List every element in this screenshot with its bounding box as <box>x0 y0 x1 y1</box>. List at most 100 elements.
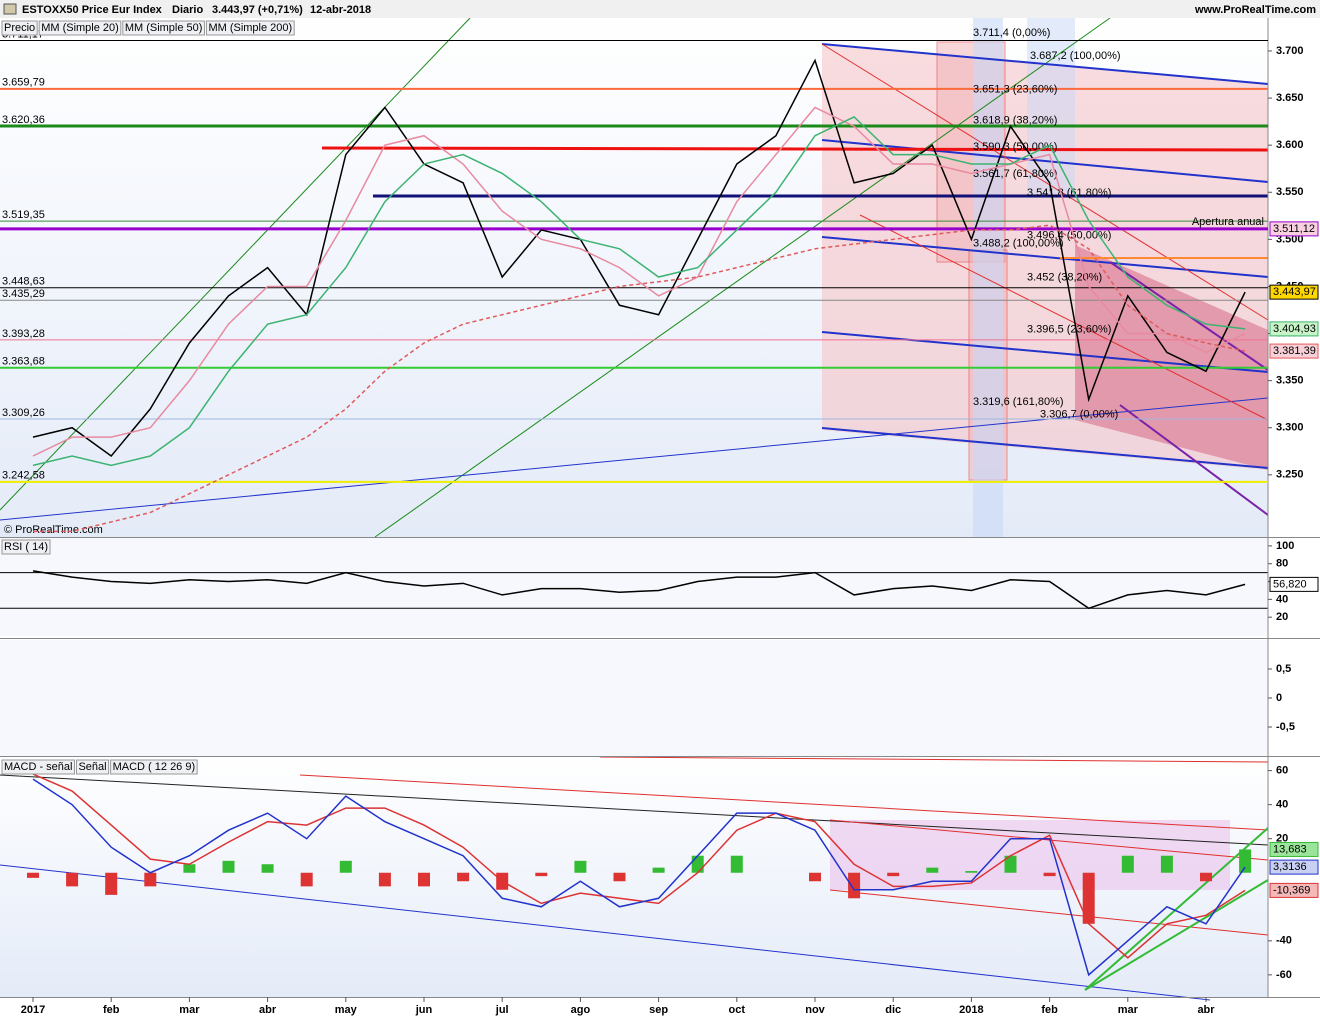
histogram-bar <box>1082 872 1095 924</box>
channel-line <box>821 43 1269 85</box>
level-label: 3.242,58 <box>2 470 45 482</box>
histogram-bar <box>144 872 157 887</box>
x-tick-label: may <box>335 1004 358 1016</box>
value-box <box>1269 221 1319 237</box>
histogram-bar <box>887 872 900 877</box>
period: Diario <box>172 4 203 16</box>
x-tick-label: feb <box>103 1004 120 1016</box>
series-line <box>32 106 1246 457</box>
trend-line <box>829 819 1269 861</box>
x-tick-label: nov <box>805 1004 825 1016</box>
header-bar <box>0 0 1320 18</box>
channel-line <box>821 427 1269 469</box>
value-label: 3.443,97 <box>1273 286 1316 298</box>
trend-line <box>1084 827 1269 991</box>
level-label: 3.309,26 <box>2 407 45 419</box>
histogram-bar <box>222 860 235 873</box>
channel-line <box>821 43 1269 321</box>
y-tick-label: -40 <box>1276 935 1292 947</box>
level-label: 3.620,36 <box>2 114 45 126</box>
series-line <box>33 224 1246 533</box>
value-label: 3.511,12 <box>1273 223 1315 235</box>
fib-label: 3.319,6 (161,80%) <box>973 396 1064 408</box>
x-tick-label: mar <box>179 1004 200 1016</box>
legend-entry: Señal <box>78 761 106 773</box>
fib-label: 3.687,2 (100,00%) <box>1030 50 1121 62</box>
fib-label: 3.452 (38,20%) <box>1027 271 1102 283</box>
y-tick-label: 3.550 <box>1276 186 1304 198</box>
value-label: 3.404,93 <box>1273 323 1316 335</box>
histogram-bar <box>261 864 274 873</box>
histogram-bar <box>691 855 704 873</box>
y-tick-label: 100 <box>1276 540 1294 552</box>
histogram-bar <box>965 871 978 873</box>
trend-line <box>374 17 1111 538</box>
y-tick-label: 3.300 <box>1276 422 1304 434</box>
y-tick-label: 60 <box>1276 765 1288 777</box>
fib-label: 3.590,3 (50,00%) <box>973 141 1057 153</box>
trend-line <box>0 864 1211 1001</box>
trend-line <box>0 774 1269 846</box>
y-tick-label: 20 <box>1276 611 1288 623</box>
trend-line <box>0 397 1269 521</box>
window-icon <box>3 3 17 15</box>
level-label: 3.448,63 <box>2 276 45 288</box>
fib-label: 3.541,8 (61,80%) <box>1027 187 1111 199</box>
histogram-bar <box>613 872 626 882</box>
histogram-bar <box>1121 855 1134 873</box>
legend-box <box>110 759 198 775</box>
histogram-bar <box>730 855 743 873</box>
legend-entry: RSI ( 14) <box>4 541 48 553</box>
channel-line <box>821 236 1269 278</box>
value-box <box>1269 576 1319 592</box>
level-label: 3.393,28 <box>2 328 45 340</box>
y-tick-label: -60 <box>1276 969 1292 981</box>
x-tick-label: jul <box>495 1004 509 1016</box>
histogram-bar <box>183 864 196 873</box>
histogram-bar <box>339 860 352 873</box>
channel-fill <box>1075 245 1268 470</box>
x-tick-label: jun <box>415 1004 433 1016</box>
y-tick-label: -0,5 <box>1276 721 1295 733</box>
legend-box <box>205 20 295 36</box>
legend-box <box>38 20 122 36</box>
histogram-bar <box>300 872 313 887</box>
histogram-bar <box>105 872 118 895</box>
histogram-bar <box>574 860 587 873</box>
y-tick-label: 3.600 <box>1276 139 1304 151</box>
y-tick-label: 20 <box>1276 833 1288 845</box>
trend-line <box>1084 879 1269 991</box>
legend-entry: Precio <box>4 22 35 34</box>
histogram-bar <box>1043 872 1056 877</box>
y-tick-label: 3.650 <box>1276 92 1304 104</box>
y-tick-label: 0,5 <box>1276 663 1291 675</box>
histogram-bar <box>926 867 939 873</box>
rsi-panel <box>0 538 1268 636</box>
x-tick-label: oct <box>729 1004 746 1016</box>
fib-label: 3.561,7 (61,80%) <box>973 168 1057 180</box>
channel-line <box>821 139 1269 183</box>
fib-label: 3.488,2 (100,00%) <box>973 237 1064 249</box>
x-tick-label: 2017 <box>21 1004 45 1016</box>
histogram-bar <box>848 872 861 899</box>
x-tick-label: mar <box>1118 1004 1139 1016</box>
value-label: 3.381,39 <box>1273 345 1316 357</box>
value-label: 3,3136 <box>1273 861 1307 873</box>
histogram-bar <box>378 872 391 887</box>
histogram-bar <box>809 872 821 882</box>
histogram-bar <box>457 872 470 882</box>
legend-entry: MACD ( 12 26 9) <box>113 761 196 773</box>
level-label: 3.363,68 <box>2 356 45 368</box>
value-box <box>1269 321 1319 337</box>
trend-line <box>599 756 1269 763</box>
histogram-bar <box>1239 849 1252 873</box>
symbol: ESTOXX50 Price Eur Index <box>22 4 163 16</box>
histogram-bar <box>535 872 548 877</box>
fib-label: 3.496,4 (50,00%) <box>1027 230 1111 242</box>
legend-entry: MM (Simple 50) <box>125 22 203 34</box>
y-tick-label: 40 <box>1276 593 1288 605</box>
fib-label: 3.618,9 (38,20%) <box>973 114 1057 126</box>
series-line <box>32 570 1246 610</box>
histogram-bar <box>66 872 79 887</box>
